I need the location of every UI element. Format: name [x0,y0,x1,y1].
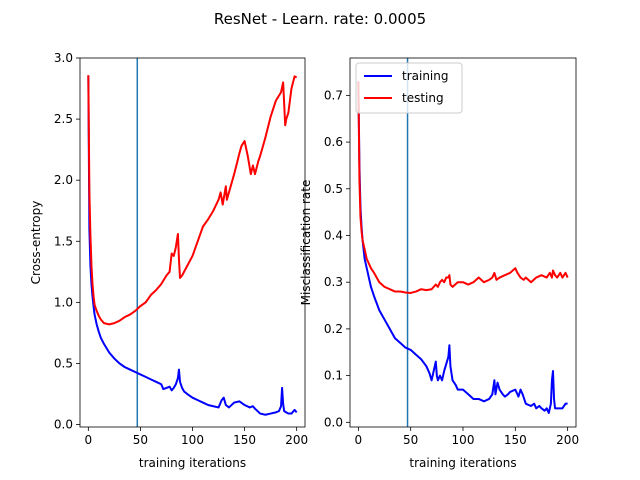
y-tick-label: 0.5 [324,182,343,196]
chart-cross-entropy: 0 50 100 150 200 0.0 0.5 1.0 1.5 2.0 2.5 3.0 trainin… [29,51,308,470]
y-tick-label: 0.7 [324,88,343,102]
x-tick-label: 100 [181,433,204,447]
x-axis-label: training iterations [409,456,516,470]
x-tick-label: 50 [133,433,148,447]
y-axis-label: Misclassification rate [299,180,313,306]
x-axis-label: training iterations [139,456,246,470]
series-line-training [357,81,568,414]
x-tick-label: 200 [556,433,579,447]
x-tick-label: 50 [403,433,418,447]
series-line-series-0 [87,76,298,416]
y-tick-label: 0.0 [324,415,343,429]
y-axis-label: Cross-entropy [29,201,43,285]
x-tick-label: 150 [504,433,527,447]
x-tick-label: 150 [233,433,256,447]
y-tick-label: 0.3 [324,275,343,289]
y-tick-label: 2.0 [54,173,73,187]
x-tick-label: 100 [452,433,475,447]
x-tick-label: 0 [85,433,93,447]
y-tick-label: 1.5 [54,234,73,248]
y-tick-label: 0.5 [54,356,73,370]
y-tick-label: 0.2 [324,322,343,336]
plot-frame [349,57,577,428]
y-tick-label: 0.4 [324,228,343,242]
y-tick-label: 0.6 [324,135,343,149]
legend-label-training: training [402,69,449,83]
y-tick-label: 3.0 [54,51,73,65]
legend-label-testing: testing [402,91,444,105]
y-tick-label: 0.0 [54,418,73,432]
plot-frame [79,57,306,428]
x-tick-label: 0 [355,433,363,447]
series-line-testing [357,81,569,294]
figure-title: ResNet - Learn. rate: 0.0005 [214,10,426,28]
y-tick-label: 1.0 [54,295,73,309]
y-tick-label: 2.5 [54,112,73,126]
chart-misclassification-rate: 0 50 100 150 200 0.0 0.1 0.2 0.3 0.4 0.5 0.6 0.7 trai… [299,57,579,470]
y-tick-label: 0.1 [324,369,343,383]
series-line-series-1 [87,75,298,326]
x-tick-label: 200 [285,433,308,447]
